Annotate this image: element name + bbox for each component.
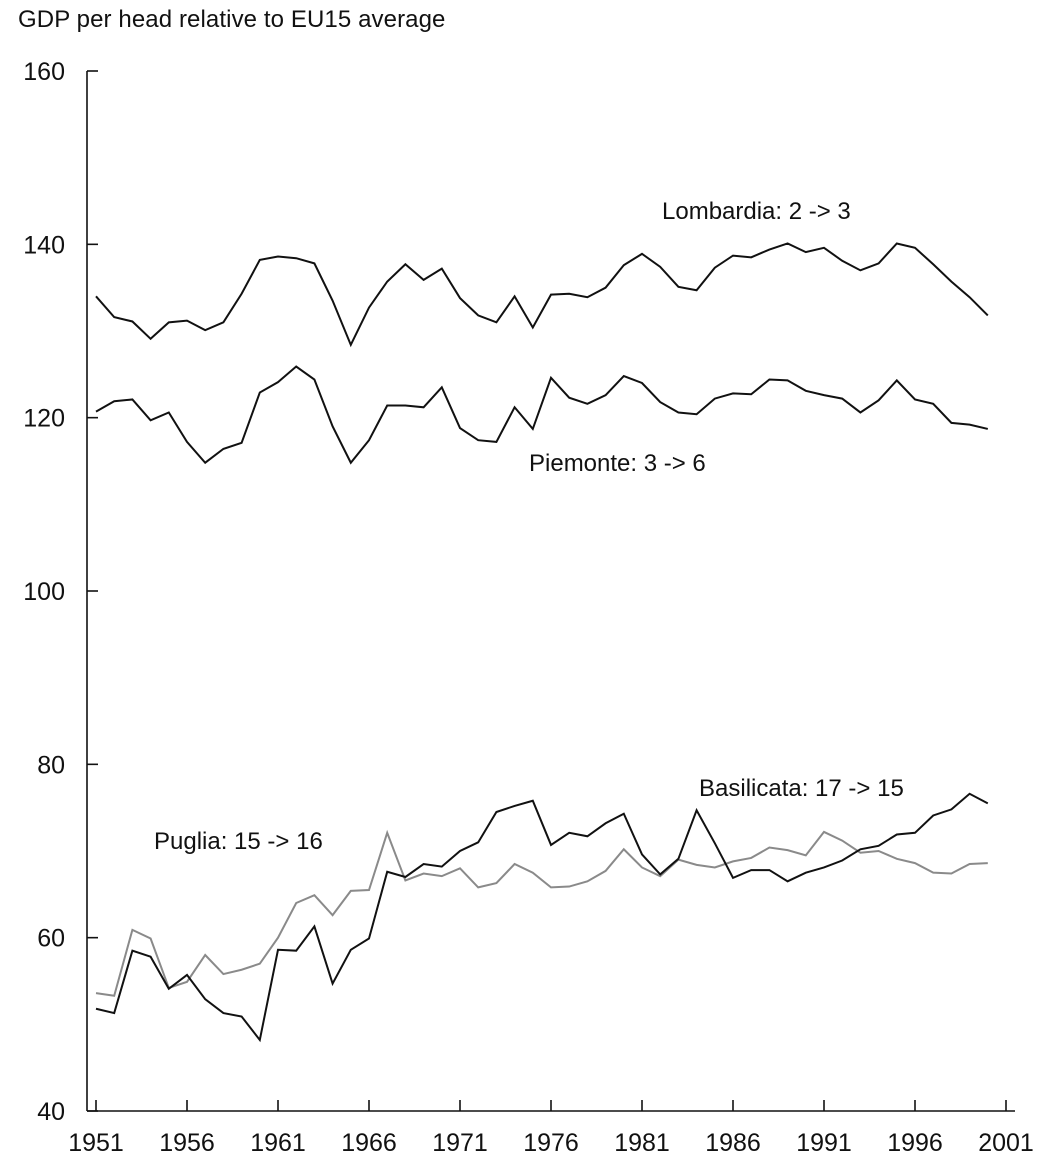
y-tick-label: 80 — [37, 751, 65, 779]
y-tick-label: 60 — [37, 925, 65, 953]
y-tick-label: 100 — [23, 578, 65, 606]
series-line-puglia — [95, 829, 988, 997]
series-line-lombardia — [95, 242, 989, 348]
x-tick-label: 1966 — [341, 1129, 397, 1157]
series-line-basilicata — [95, 792, 989, 1043]
axes — [86, 71, 1015, 1112]
x-tick-label: 1981 — [614, 1129, 670, 1157]
annotation-puglia: Puglia: 15 -> 16 — [154, 828, 323, 855]
x-tick-label: 1986 — [705, 1129, 761, 1157]
x-tick-label: 1991 — [796, 1129, 852, 1157]
x-tick-label: 1961 — [250, 1129, 306, 1157]
y-tick-label: 40 — [37, 1098, 65, 1126]
x-tick-label: 1976 — [523, 1129, 579, 1157]
x-tick-label: 1971 — [432, 1129, 488, 1157]
annotation-piemonte: Piemonte: 3 -> 6 — [529, 450, 706, 477]
x-ticks: 1951 1956 1961 1966 1971 1976 1981 1986 1991 1996… — [68, 1100, 1034, 1157]
x-tick-label: 1956 — [159, 1129, 215, 1157]
annotation-lombardia: Lombardia: 2 -> 3 — [662, 198, 851, 225]
series-lines — [95, 242, 989, 1043]
y-axis-label: GDP per head relative to EU15 average — [18, 6, 446, 33]
x-tick-label: 2001 — [978, 1129, 1034, 1157]
series-line-piemonte — [95, 365, 989, 465]
x-tick-label: 1951 — [68, 1129, 124, 1157]
x-tick-label: 1996 — [887, 1129, 943, 1157]
y-tick-label: 140 — [23, 231, 65, 259]
series-labels: Lombardia: 2 -> 3 Piemonte: 3 -> 6 Basil… — [154, 198, 904, 855]
y-tick-label: 160 — [23, 58, 65, 86]
y-ticks: 40 60 80 100 120 140 160 — [23, 58, 98, 1126]
annotation-basilicata: Basilicata: 17 -> 15 — [699, 775, 904, 802]
y-tick-label: 120 — [23, 405, 65, 433]
